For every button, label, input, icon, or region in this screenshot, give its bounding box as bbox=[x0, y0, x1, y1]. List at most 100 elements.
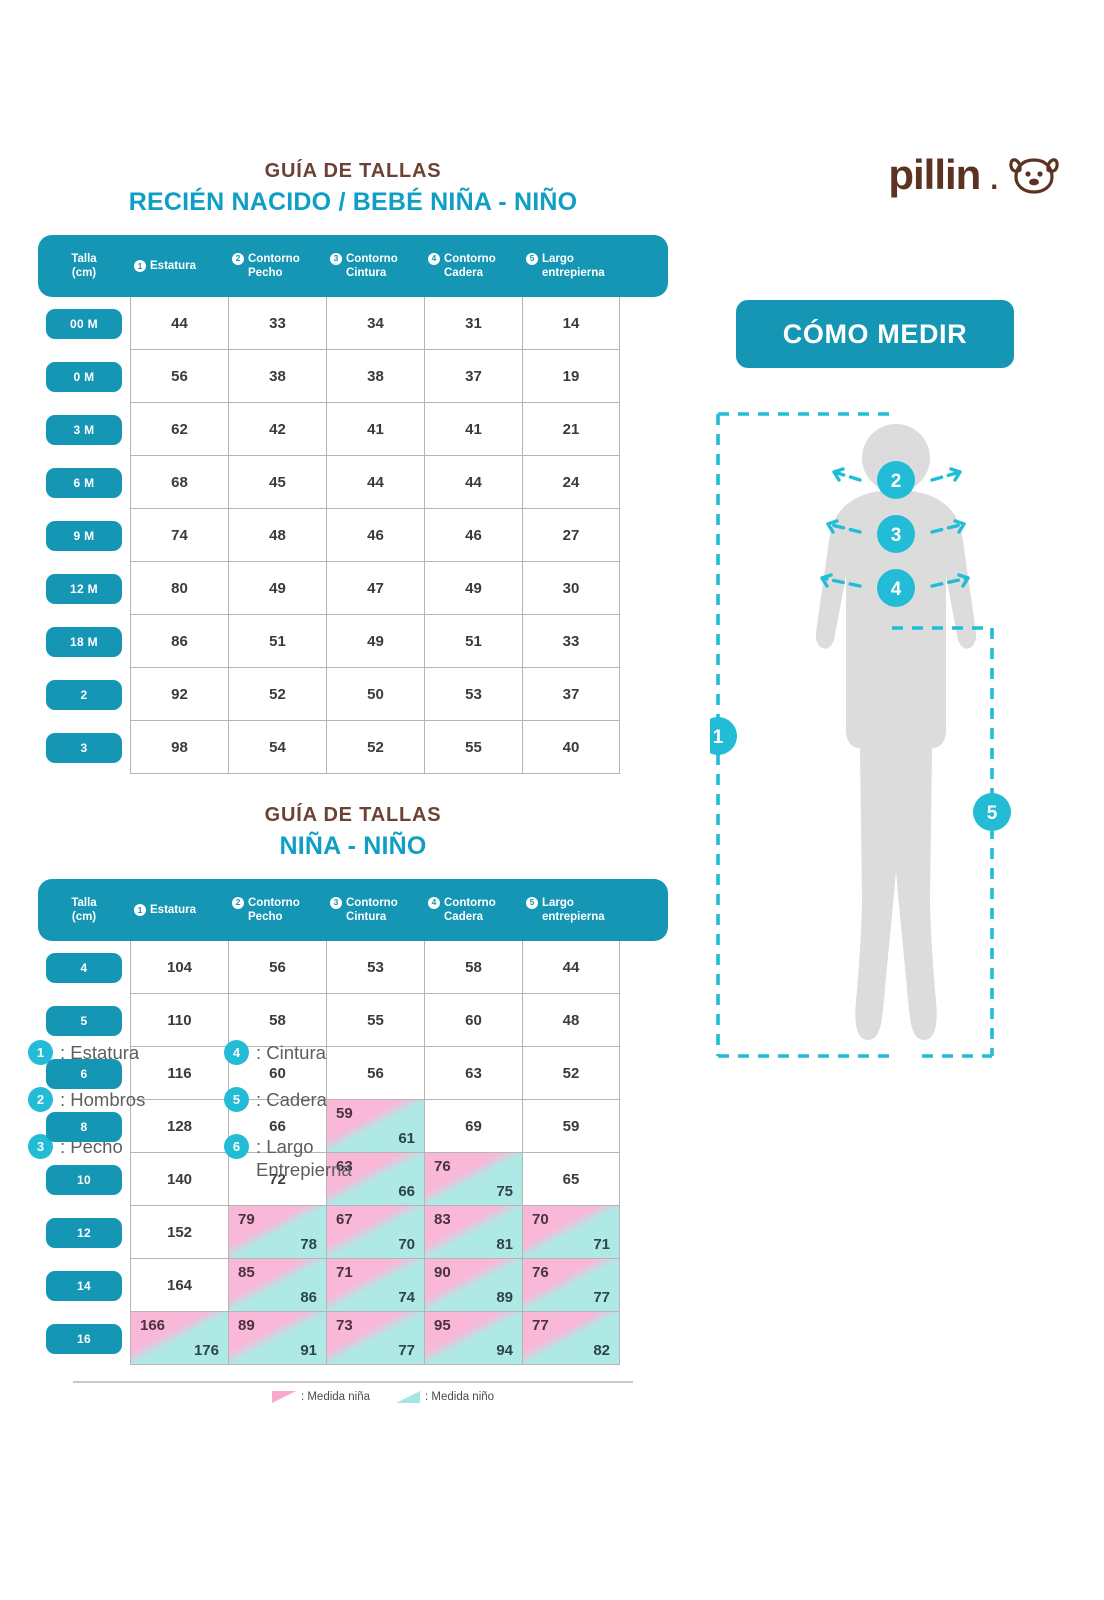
boy-value: 176 bbox=[193, 1342, 219, 1359]
measure-cell: 40 bbox=[522, 721, 620, 774]
size-pill: 18 M bbox=[46, 626, 122, 657]
size-pill: 10 bbox=[46, 1164, 122, 1195]
measure-cell: 164 bbox=[130, 1259, 228, 1312]
badge-3-icon: 3 bbox=[330, 896, 342, 909]
measure-cell-split: 89 91 bbox=[228, 1312, 326, 1365]
diagram-marker-1: 1 bbox=[699, 717, 737, 755]
dog-face-icon bbox=[1009, 158, 1059, 194]
table1-title: RECIÉN NACIDO / BEBÉ NIÑA - NIÑO bbox=[128, 188, 578, 216]
size-label-cell: 12 bbox=[38, 1206, 130, 1259]
measure-cell: 62 bbox=[130, 403, 228, 456]
table-row: 14 164 85 86 71 74 90 89 76 77 bbox=[38, 1259, 668, 1312]
svg-text:2: 2 bbox=[891, 471, 902, 492]
boy-value: 94 bbox=[496, 1342, 513, 1359]
boy-value: 71 bbox=[593, 1236, 610, 1253]
girl-value: 73 bbox=[336, 1317, 353, 1334]
badge-6-icon: 6 bbox=[224, 1134, 249, 1159]
measure-cell: 41 bbox=[326, 403, 424, 456]
measure-cell-split: 63 66 bbox=[326, 1153, 424, 1206]
size-pill: 3 bbox=[46, 732, 122, 763]
size-pill: 14 bbox=[46, 1270, 122, 1301]
size-pill: 3 M bbox=[46, 414, 122, 445]
table2-col-header-cadera: 4 Contorno Cadera bbox=[424, 896, 522, 925]
girl-value: 90 bbox=[434, 1264, 451, 1281]
boy-value: 77 bbox=[398, 1342, 415, 1359]
table-row: 2 92 52 50 53 37 bbox=[38, 668, 668, 721]
size-label-cell: 3 M bbox=[38, 403, 130, 456]
size-pill: 8 bbox=[46, 1111, 122, 1142]
size-pill: 9 M bbox=[46, 520, 122, 551]
size-label-cell: 3 bbox=[38, 721, 130, 774]
badge-4-icon: 4 bbox=[428, 896, 440, 909]
diagram-marker-3: 3 bbox=[877, 515, 915, 553]
size-label-cell: 12 M bbox=[38, 562, 130, 615]
size-label-cell: 2 bbox=[38, 668, 130, 721]
measure-legend-label: : Cadera bbox=[256, 1089, 327, 1110]
measure-legend-item-6: 6: Largo Entrepierna bbox=[224, 1134, 388, 1181]
measure-cell: 56 bbox=[228, 941, 326, 994]
measure-cell: 80 bbox=[130, 562, 228, 615]
measure-cell: 51 bbox=[424, 615, 522, 668]
table-row: 3 98 54 52 55 40 bbox=[38, 721, 668, 774]
measure-cell: 31 bbox=[424, 297, 522, 350]
size-pill: 16 bbox=[46, 1323, 122, 1354]
girl-value: 77 bbox=[532, 1317, 549, 1334]
table2-col-header-talla: Talla (cm) bbox=[71, 896, 97, 923]
measure-cell: 50 bbox=[326, 668, 424, 721]
measure-cell: 98 bbox=[130, 721, 228, 774]
table-row: 00 M 44 33 34 31 14 bbox=[38, 297, 668, 350]
como-medir-banner: CÓMO MEDIR bbox=[736, 300, 1014, 368]
measure-cell: 45 bbox=[228, 456, 326, 509]
boy-value: 75 bbox=[496, 1183, 513, 1200]
size-pill: 5 bbox=[46, 1005, 122, 1036]
girl-value: 70 bbox=[532, 1211, 549, 1228]
measure-cell: 58 bbox=[424, 941, 522, 994]
measure-cell-split: 77 82 bbox=[522, 1312, 620, 1365]
svg-text:3: 3 bbox=[891, 525, 902, 546]
size-label-cell: 5 bbox=[38, 994, 130, 1047]
size-pill: 0 M bbox=[46, 361, 122, 392]
measure-cell: 116 bbox=[130, 1047, 228, 1100]
table1-eyebrow: GUÍA DE TALLAS bbox=[264, 160, 442, 182]
measure-cell-split: 166 176 bbox=[130, 1312, 228, 1365]
girl-swatch-icon bbox=[271, 1391, 296, 1403]
table1-title-block: GUÍA DE TALLAS RECIÉN NACIDO / BEBÉ NIÑA… bbox=[38, 160, 668, 217]
badge-4-icon: 4 bbox=[224, 1040, 249, 1065]
size-pill: 6 bbox=[46, 1058, 122, 1089]
measure-cell: 49 bbox=[424, 562, 522, 615]
measure-cell: 52 bbox=[522, 1047, 620, 1100]
measurement-legend: 1: Estatura 4: Cintura 2: Hombros 5: Cadera… bbox=[28, 1040, 388, 1181]
table2-col-header-cintura: 3 Contorno Cintura bbox=[326, 896, 424, 925]
girl-value: 71 bbox=[336, 1264, 353, 1281]
table2-header-row: Talla (cm) 1 Estatura 2 Contorno Pecho 3… bbox=[38, 879, 668, 941]
measure-cell: 37 bbox=[424, 350, 522, 403]
boy-value: 81 bbox=[496, 1236, 513, 1253]
table1-col-header-cadera: 4 Contorno Cadera bbox=[424, 252, 522, 281]
table-row: 12 M 80 49 47 49 30 bbox=[38, 562, 668, 615]
girl-value: 85 bbox=[238, 1264, 255, 1281]
measure-cell: 27 bbox=[522, 509, 620, 562]
diagram-marker-5: 5 bbox=[973, 793, 1011, 831]
table1-col-header-entrepierna: 5 Largo entrepierna bbox=[522, 252, 620, 281]
measure-cell: 104 bbox=[130, 941, 228, 994]
table2-col-header-estatura: 1 Estatura bbox=[130, 903, 228, 917]
measure-cell: 58 bbox=[228, 994, 326, 1047]
measure-cell: 56 bbox=[130, 350, 228, 403]
measure-cell: 44 bbox=[326, 456, 424, 509]
measure-legend-label: : Hombros bbox=[60, 1089, 146, 1110]
measure-cell: 69 bbox=[424, 1100, 522, 1153]
badge-3-icon: 3 bbox=[330, 252, 342, 265]
measure-cell: 68 bbox=[130, 456, 228, 509]
measure-cell: 48 bbox=[228, 509, 326, 562]
table-row: 4 104 56 53 58 44 bbox=[38, 941, 668, 994]
badge-1-icon: 1 bbox=[134, 903, 146, 916]
size-label-cell: 16 bbox=[38, 1312, 130, 1365]
table1-body: 00 M 44 33 34 31 14 0 M 56 38 38 37 19 3 M 62 42 41 41 21… bbox=[38, 297, 668, 774]
size-label-cell: 9 M bbox=[38, 509, 130, 562]
measure-cell-split: 90 89 bbox=[424, 1259, 522, 1312]
table1-header-row: Talla (cm) 1 Estatura 2 Contorno Pecho 3… bbox=[38, 235, 668, 297]
girl-value: 95 bbox=[434, 1317, 451, 1334]
table-row: 6 116 60 56 63 52 bbox=[38, 1047, 668, 1100]
girl-value: 166 bbox=[140, 1317, 166, 1334]
measure-cell: 14 bbox=[522, 297, 620, 350]
